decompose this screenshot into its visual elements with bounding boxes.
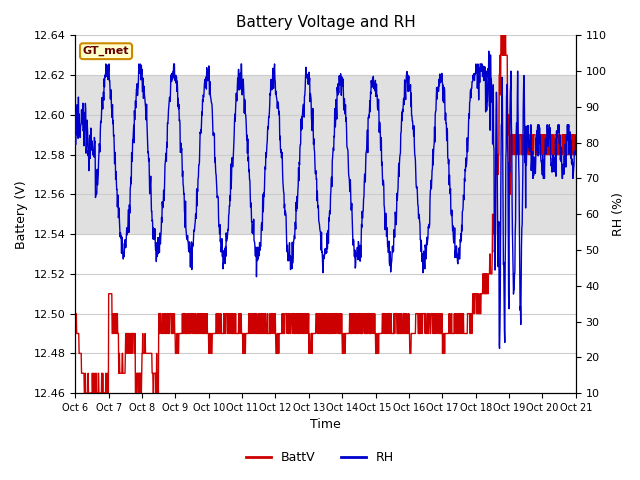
Y-axis label: Battery (V): Battery (V) <box>15 180 28 249</box>
X-axis label: Time: Time <box>310 419 341 432</box>
Text: GT_met: GT_met <box>83 46 129 56</box>
Legend: BattV, RH: BattV, RH <box>241 446 399 469</box>
Y-axis label: RH (%): RH (%) <box>612 192 625 236</box>
Bar <box>76 75 576 234</box>
Title: Battery Voltage and RH: Battery Voltage and RH <box>236 15 415 30</box>
